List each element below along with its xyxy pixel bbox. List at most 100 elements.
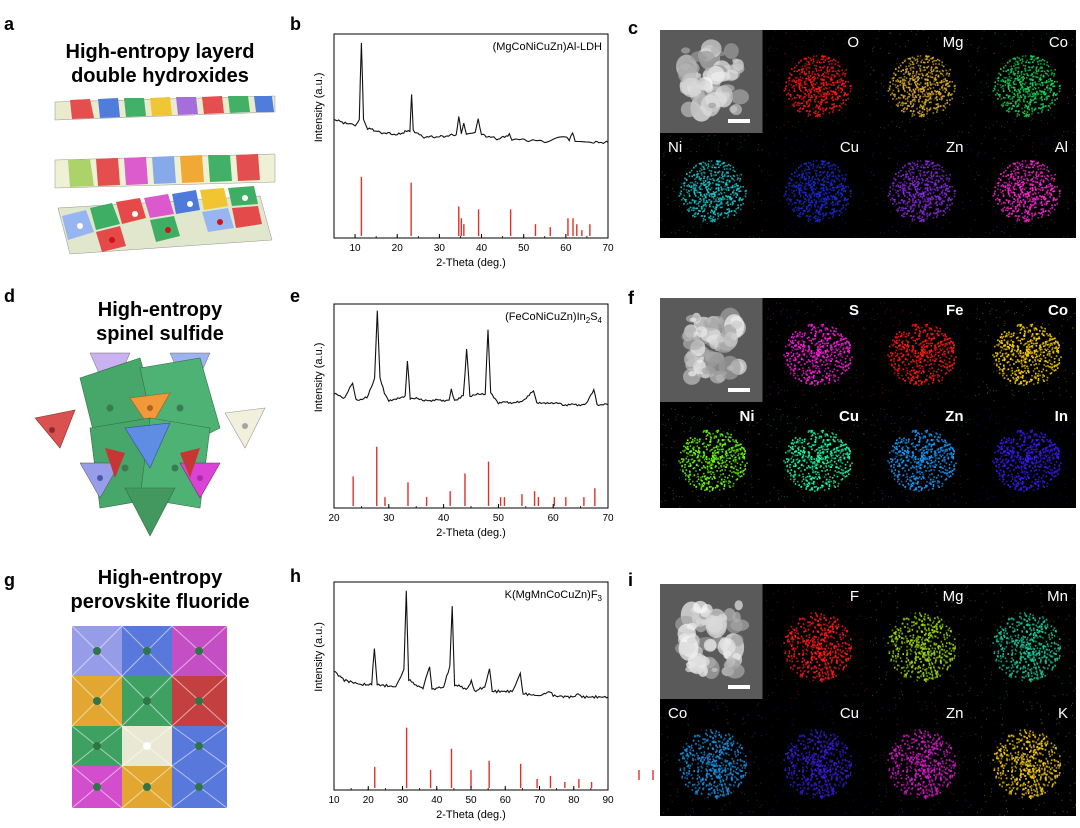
panel-d-title-line1: High-entropy <box>97 299 223 321</box>
x-tick-label: 60 <box>548 513 560 524</box>
panel-label-d: d <box>4 286 15 306</box>
element-distribution <box>765 701 867 816</box>
element-map-tile: S <box>764 298 867 402</box>
x-tick-label: 50 <box>465 795 477 806</box>
sem-particle <box>660 30 763 133</box>
element-label: K <box>1057 705 1068 722</box>
xrd-pattern-line <box>333 590 609 700</box>
panel-a-title: High-entropy layerd double hydroxides <box>40 40 280 88</box>
x-axis-label: 2-Theta (deg.) <box>436 257 506 269</box>
panel-d-title: High-entropy spinel sulfide <box>40 298 280 346</box>
element-distribution <box>974 298 1075 402</box>
element-map-tile: Co <box>973 30 1076 133</box>
element-label: S <box>848 302 859 319</box>
panel-g-title-line1: High-entropy <box>97 567 223 589</box>
y-axis-label: Intensity (a.u.) <box>313 343 325 413</box>
element-distribution <box>765 404 866 508</box>
element-map-tile: Cu <box>764 135 867 238</box>
element-label: F <box>849 588 859 605</box>
x-tick-label: 20 <box>392 243 404 254</box>
x-axis-label: 2-Theta (deg.) <box>436 527 506 539</box>
element-label: Cu <box>839 705 859 722</box>
spinel-structure-illustration <box>34 352 266 537</box>
element-distribution <box>660 701 763 816</box>
panel-label-i: i <box>628 570 634 590</box>
x-tick-label: 30 <box>383 513 395 524</box>
element-label: Mg <box>942 34 964 51</box>
element-label: Mn <box>1047 588 1068 605</box>
element-distribution <box>765 30 867 133</box>
element-distribution <box>765 298 866 402</box>
element-label: Al <box>1054 139 1068 156</box>
element-distribution <box>765 135 867 238</box>
x-axis-label: 2-Theta (deg.) <box>436 809 506 821</box>
ldh-top-layer <box>54 95 276 121</box>
x-tick-label: 80 <box>568 795 580 806</box>
x-tick-label: 30 <box>434 243 446 254</box>
element-label: Co <box>1048 34 1068 51</box>
element-map-tile: Cu <box>764 404 867 508</box>
perovskite-structure-illustration <box>71 625 228 809</box>
x-tick-label: 20 <box>363 795 375 806</box>
eds-map-grid-c: O Mg Co Ni Cu Zn Al <box>660 30 1076 238</box>
scale-bar <box>728 388 750 392</box>
element-distribution <box>974 701 1076 816</box>
element-label: Zn <box>945 139 964 156</box>
x-tick-label: 10 <box>328 795 340 806</box>
element-map-tile: In <box>973 404 1076 508</box>
sem-particle <box>660 584 763 699</box>
element-map-tile: Zn <box>869 404 972 508</box>
element-label: Co <box>668 705 688 722</box>
panel-label-b: b <box>290 14 301 34</box>
stray-peak-marks <box>638 770 654 780</box>
xrd-chart-h: 10 20 30 40 50 60 70 80 90 2-Theta (deg.) Intensit… <box>313 581 614 821</box>
element-label: O <box>847 34 859 51</box>
xrd-chart-e: 20 30 40 50 60 70 2-Theta (deg.) Intensity (a.u… <box>313 303 614 539</box>
xrd-pattern-line <box>333 310 609 407</box>
element-distribution <box>870 404 971 508</box>
element-distribution <box>974 404 1075 508</box>
compound-annotation: (MgCoNiCuZn)Al-LDH <box>493 41 602 53</box>
x-tick-label: 60 <box>500 795 512 806</box>
xrd-frame <box>333 33 609 239</box>
element-map-tile: Al <box>973 135 1076 238</box>
x-tick-label: 50 <box>518 243 530 254</box>
panel-d-title-line2: spinel sulfide <box>96 323 224 345</box>
element-label: Ni <box>739 408 755 425</box>
x-tick-label: 20 <box>328 513 340 524</box>
eds-map-grid-f: S Fe Co Ni Cu Zn In <box>660 298 1076 508</box>
x-tick-label: 40 <box>438 513 450 524</box>
xrd-chart-b: 10 20 30 40 50 60 70 2-Theta (deg.) Intensity (a… <box>313 33 614 269</box>
element-map-tile: Co <box>973 298 1076 402</box>
element-map-tile: Cu <box>764 701 867 816</box>
element-map-tile: Co <box>660 701 763 816</box>
panel-label-g: g <box>4 570 15 590</box>
xrd-frame <box>333 581 609 791</box>
x-tick-label: 90 <box>602 795 614 806</box>
ldh-bottom-layer <box>57 186 273 255</box>
x-tick-label: 70 <box>602 243 614 254</box>
panel-g-title-line2: perovskite fluoride <box>70 591 250 613</box>
y-axis-label: Intensity (a.u.) <box>313 73 325 143</box>
panel-g-title: High-entropy perovskite fluoride <box>40 566 280 614</box>
element-distribution <box>765 584 867 699</box>
panel-label-h: h <box>290 566 301 586</box>
panel-label-a: a <box>4 14 15 34</box>
panel-a-title-line2: double hydroxides <box>71 65 249 87</box>
element-map-tile: F <box>764 584 867 699</box>
element-distribution <box>974 30 1076 133</box>
sem-image-tile <box>660 30 763 133</box>
panel-a-title-line1: High-entropy layerd <box>65 41 255 63</box>
panel-label-c: c <box>628 18 639 38</box>
element-distribution <box>869 701 972 816</box>
element-label: Zn <box>945 408 964 425</box>
element-map-tile: Mn <box>973 584 1076 699</box>
scale-bar <box>728 685 750 689</box>
sem-image-tile <box>660 298 763 402</box>
sem-particle <box>660 298 763 402</box>
sem-image-tile <box>660 584 763 699</box>
element-map-tile: Mg <box>869 584 972 699</box>
x-tick-label: 10 <box>350 243 362 254</box>
x-tick-label: 70 <box>534 795 546 806</box>
element-distribution <box>661 404 762 508</box>
